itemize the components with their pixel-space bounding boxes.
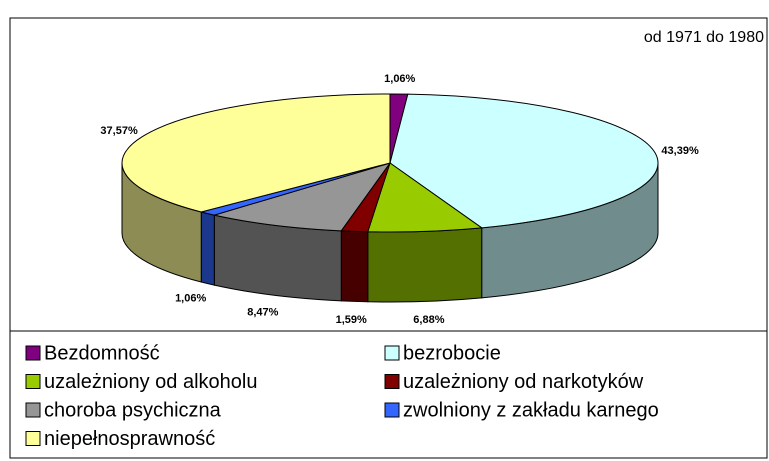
legend-swatch <box>25 402 41 418</box>
legend-swatch <box>25 374 41 389</box>
legend-label: zwolniony z zakładu karnego <box>403 399 659 421</box>
data-label: 6,88% <box>413 314 444 326</box>
legend-label: Bezdomność <box>44 342 160 364</box>
legend-swatch <box>25 345 41 361</box>
slice <box>212 162 392 232</box>
data-label: 1,06% <box>175 292 206 304</box>
legend-label: niepełnosprawność <box>44 428 215 450</box>
legend-swatch <box>384 374 400 389</box>
slice <box>121 93 391 213</box>
data-label: 43,39% <box>661 145 699 157</box>
legend-swatch <box>25 431 41 446</box>
slice-side <box>340 230 369 303</box>
legend-label: choroba psychiczna <box>44 399 222 421</box>
data-label: 1,06% <box>384 73 415 85</box>
data-label: 8,47% <box>247 307 278 319</box>
slice <box>367 162 484 233</box>
legend-label: bezrobocie <box>403 342 501 364</box>
slice-side <box>367 227 483 303</box>
legend-label: uzależniony od narkotyków <box>403 371 644 393</box>
slice-side <box>200 211 215 286</box>
legend-label: uzależniony od alkoholu <box>44 371 258 393</box>
legend-swatch <box>384 345 400 361</box>
legend-swatch <box>384 402 400 418</box>
slice <box>389 93 659 229</box>
data-label: 37,57% <box>100 125 138 137</box>
annotation: od 1971 do 1980 <box>644 29 764 46</box>
data-label: 1,59% <box>336 314 367 326</box>
